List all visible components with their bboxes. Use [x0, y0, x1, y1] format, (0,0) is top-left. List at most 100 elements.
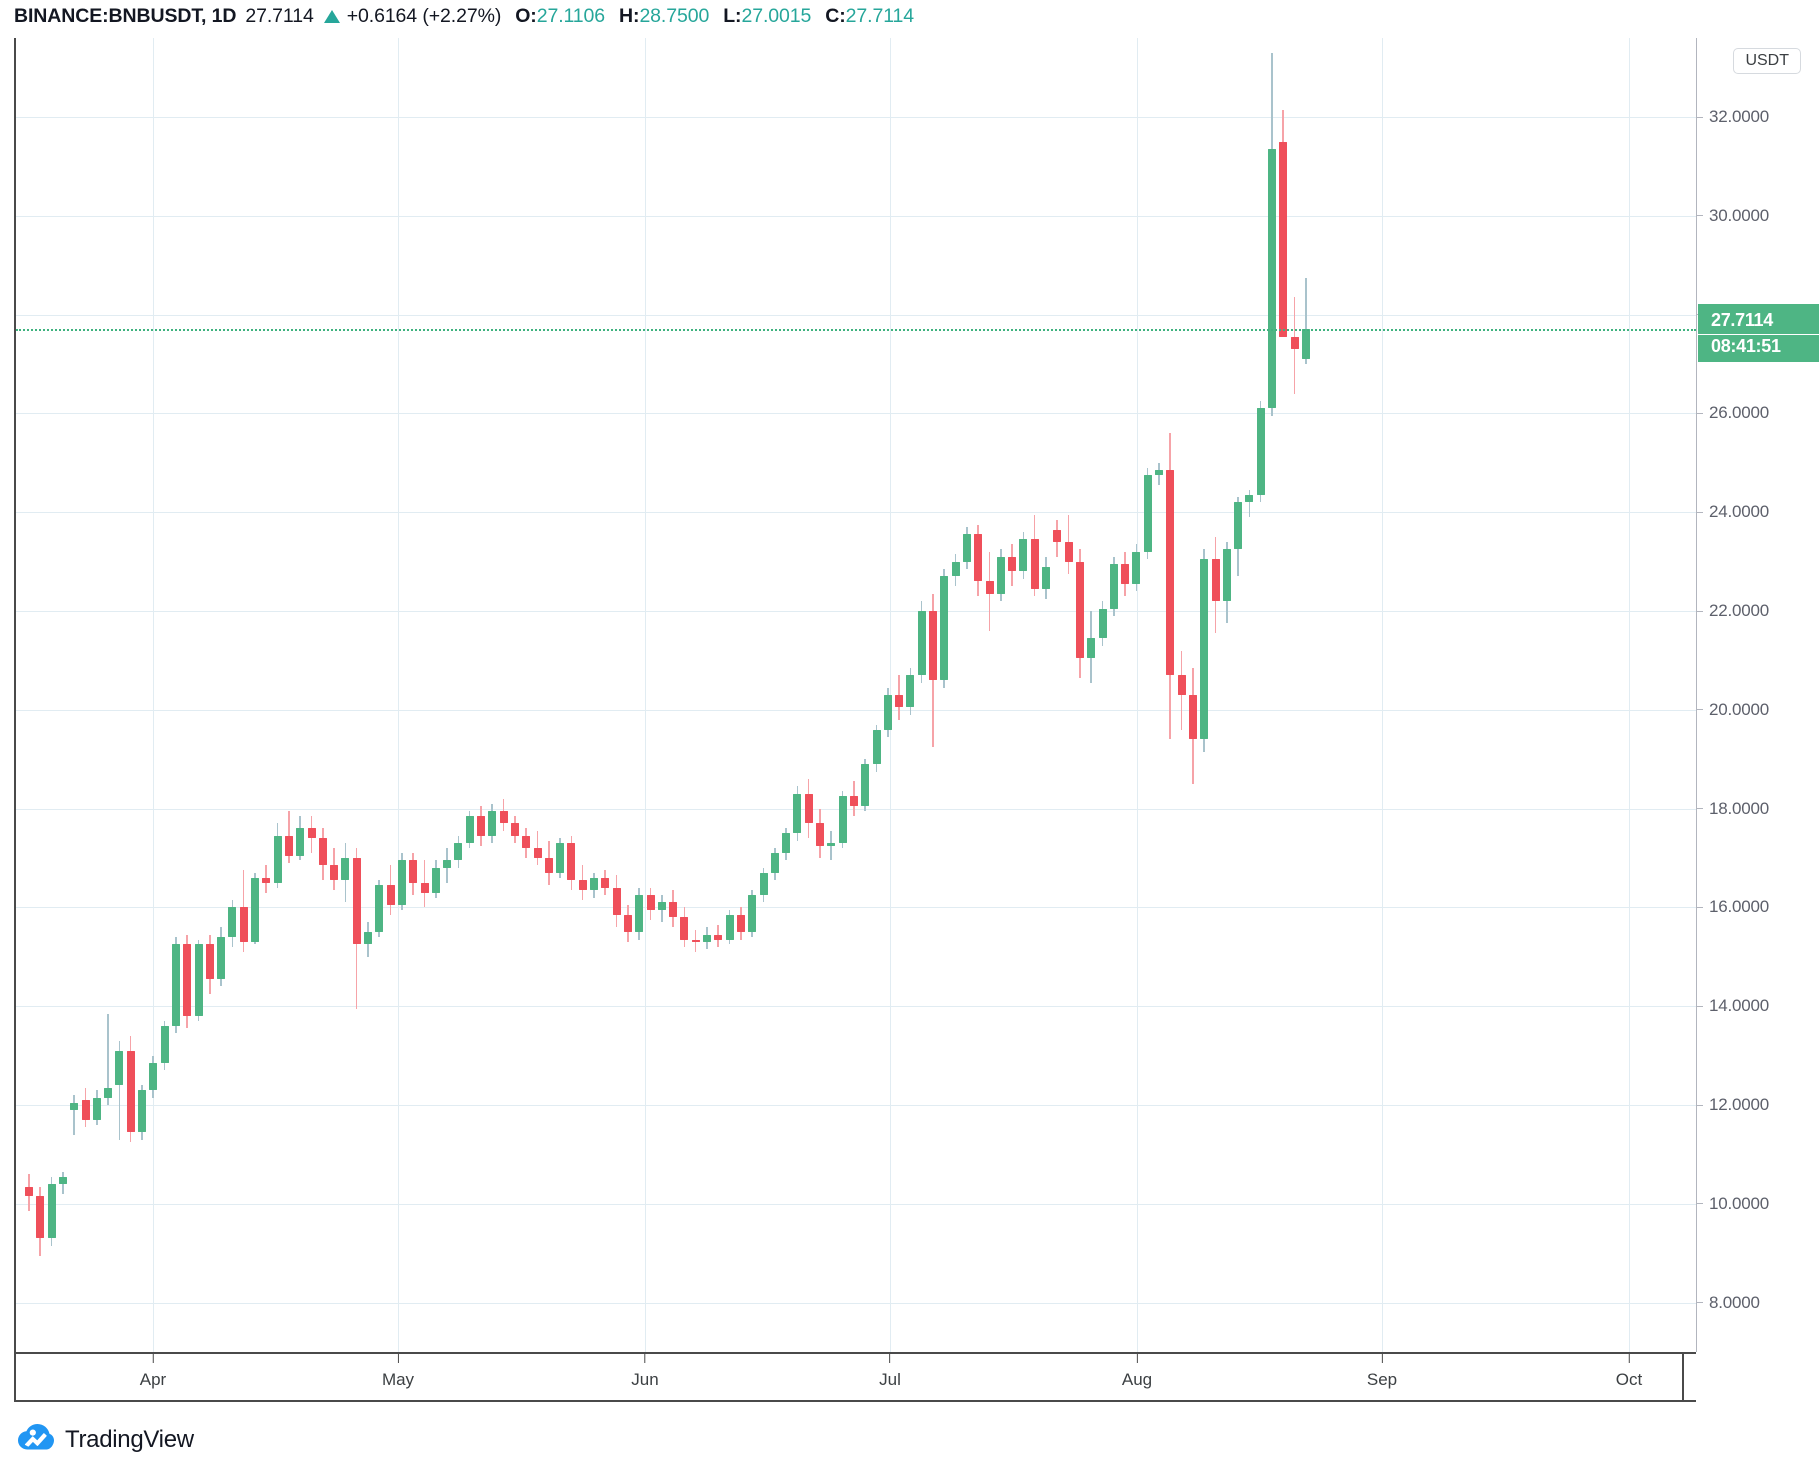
price-scale[interactable]: USDT 32.000030.000028.000026.000024.0000…	[1696, 38, 1819, 1352]
candle-body	[364, 932, 372, 945]
candlestick	[454, 38, 463, 1352]
candlestick	[126, 38, 135, 1352]
candle-body	[1211, 559, 1220, 602]
symbol-label[interactable]: BINANCE:BNBUSDT, 1D	[14, 4, 237, 27]
candle-wick	[73, 1095, 75, 1135]
candlestick	[477, 38, 485, 1352]
candle-body	[669, 902, 678, 918]
candle-body	[1109, 564, 1118, 609]
candlestick	[623, 38, 632, 1352]
candle-body	[1075, 561, 1084, 658]
candlestick	[1290, 38, 1299, 1352]
candle-body	[974, 534, 983, 582]
price-axis-tick: 32.0000	[1697, 106, 1819, 128]
candlestick	[149, 38, 158, 1352]
candle-body	[1064, 541, 1073, 562]
candlestick	[759, 38, 768, 1352]
candlestick	[194, 38, 203, 1352]
horizontal-gridline	[16, 1204, 1696, 1205]
candlestick	[669, 38, 678, 1352]
price-axis-label: 24.0000	[1709, 502, 1770, 522]
time-scale[interactable]: Apr May Jun Jul Aug Sep Oct	[14, 1352, 1696, 1402]
candle-body	[454, 843, 463, 861]
candlestick	[25, 38, 33, 1352]
candle-body	[1030, 539, 1039, 589]
price-axis-tick: 14.0000	[1697, 995, 1819, 1017]
candlestick	[1211, 38, 1220, 1352]
candle-body	[748, 895, 757, 933]
tick-dash	[1697, 906, 1703, 908]
candle-body	[1234, 502, 1243, 550]
horizontal-gridline	[16, 117, 1696, 118]
candlestick	[951, 38, 960, 1352]
candle-body	[126, 1050, 135, 1133]
candlestick	[375, 38, 384, 1352]
candle-body	[725, 914, 734, 940]
candlestick	[386, 38, 395, 1352]
time-axis-label: Jun	[631, 1370, 659, 1389]
candle-wick	[118, 1040, 121, 1140]
open-key: O:	[515, 4, 537, 27]
vertical-gridline	[1137, 38, 1138, 1352]
candlestick	[1222, 38, 1231, 1352]
vertical-gridline	[153, 38, 154, 1352]
candlestick	[1256, 38, 1265, 1352]
time-axis-tick: Jul	[879, 1354, 901, 1390]
tick-dash	[1697, 1203, 1703, 1205]
candlestick	[296, 38, 305, 1352]
candle-body	[996, 556, 1005, 594]
candlestick	[680, 38, 689, 1352]
candlestick	[488, 38, 497, 1352]
candle-body	[1042, 566, 1050, 589]
candlestick	[1188, 38, 1197, 1352]
price-change-label: +0.6164 (+2.27%)	[346, 4, 502, 27]
candlestick	[330, 38, 339, 1352]
candle-body	[330, 865, 339, 881]
time-axis-label: Aug	[1121, 1370, 1153, 1389]
candlestick	[1008, 38, 1017, 1352]
candle-body	[556, 843, 565, 873]
candlestick-plot[interactable]	[16, 38, 1696, 1352]
badge-divider	[1698, 333, 1819, 336]
candlestick	[1098, 38, 1107, 1352]
current-price-badge[interactable]: 27.7114 08:41:51	[1698, 303, 1819, 363]
chart-pane[interactable]	[14, 38, 1696, 1352]
candle-body	[149, 1063, 158, 1091]
candle-body	[183, 944, 192, 1017]
candle-body	[782, 833, 791, 854]
candle-body	[522, 835, 531, 849]
candle-body	[386, 885, 395, 905]
candlestick	[635, 38, 644, 1352]
price-axis-label: 8.0000	[1709, 1292, 1760, 1312]
candlestick	[1234, 38, 1243, 1352]
tradingview-footer[interactable]: TradingView	[18, 1424, 194, 1455]
tick-mark	[644, 1354, 646, 1363]
tick-dash	[1697, 511, 1703, 513]
candle-body	[1256, 408, 1265, 495]
candlestick	[793, 38, 802, 1352]
candlestick	[782, 38, 791, 1352]
candle-body	[284, 835, 293, 856]
currency-chip[interactable]: USDT	[1733, 48, 1801, 74]
candle-body	[940, 576, 949, 681]
price-axis-label: 20.0000	[1709, 699, 1770, 719]
candle-body	[36, 1196, 45, 1239]
candlestick	[1245, 38, 1254, 1352]
candlestick	[736, 38, 745, 1352]
tick-dash	[1697, 1005, 1703, 1007]
candle-body	[623, 914, 632, 933]
candle-body	[816, 823, 824, 846]
candle-body	[1200, 559, 1209, 740]
candle-body	[239, 907, 248, 942]
candlestick	[657, 38, 666, 1352]
candle-body	[770, 853, 779, 873]
candle-body	[838, 796, 847, 844]
tick-dash	[1697, 808, 1703, 810]
candle-body	[1188, 695, 1197, 740]
candle-body	[341, 858, 350, 881]
candlestick	[1109, 38, 1118, 1352]
candle-wick	[1248, 489, 1251, 518]
chart-legend[interactable]: BINANCE:BNBUSDT, 1D 27.7114 +0.6164 (+2.…	[14, 3, 914, 29]
horizontal-gridline	[16, 315, 1696, 316]
candlestick	[533, 38, 542, 1352]
